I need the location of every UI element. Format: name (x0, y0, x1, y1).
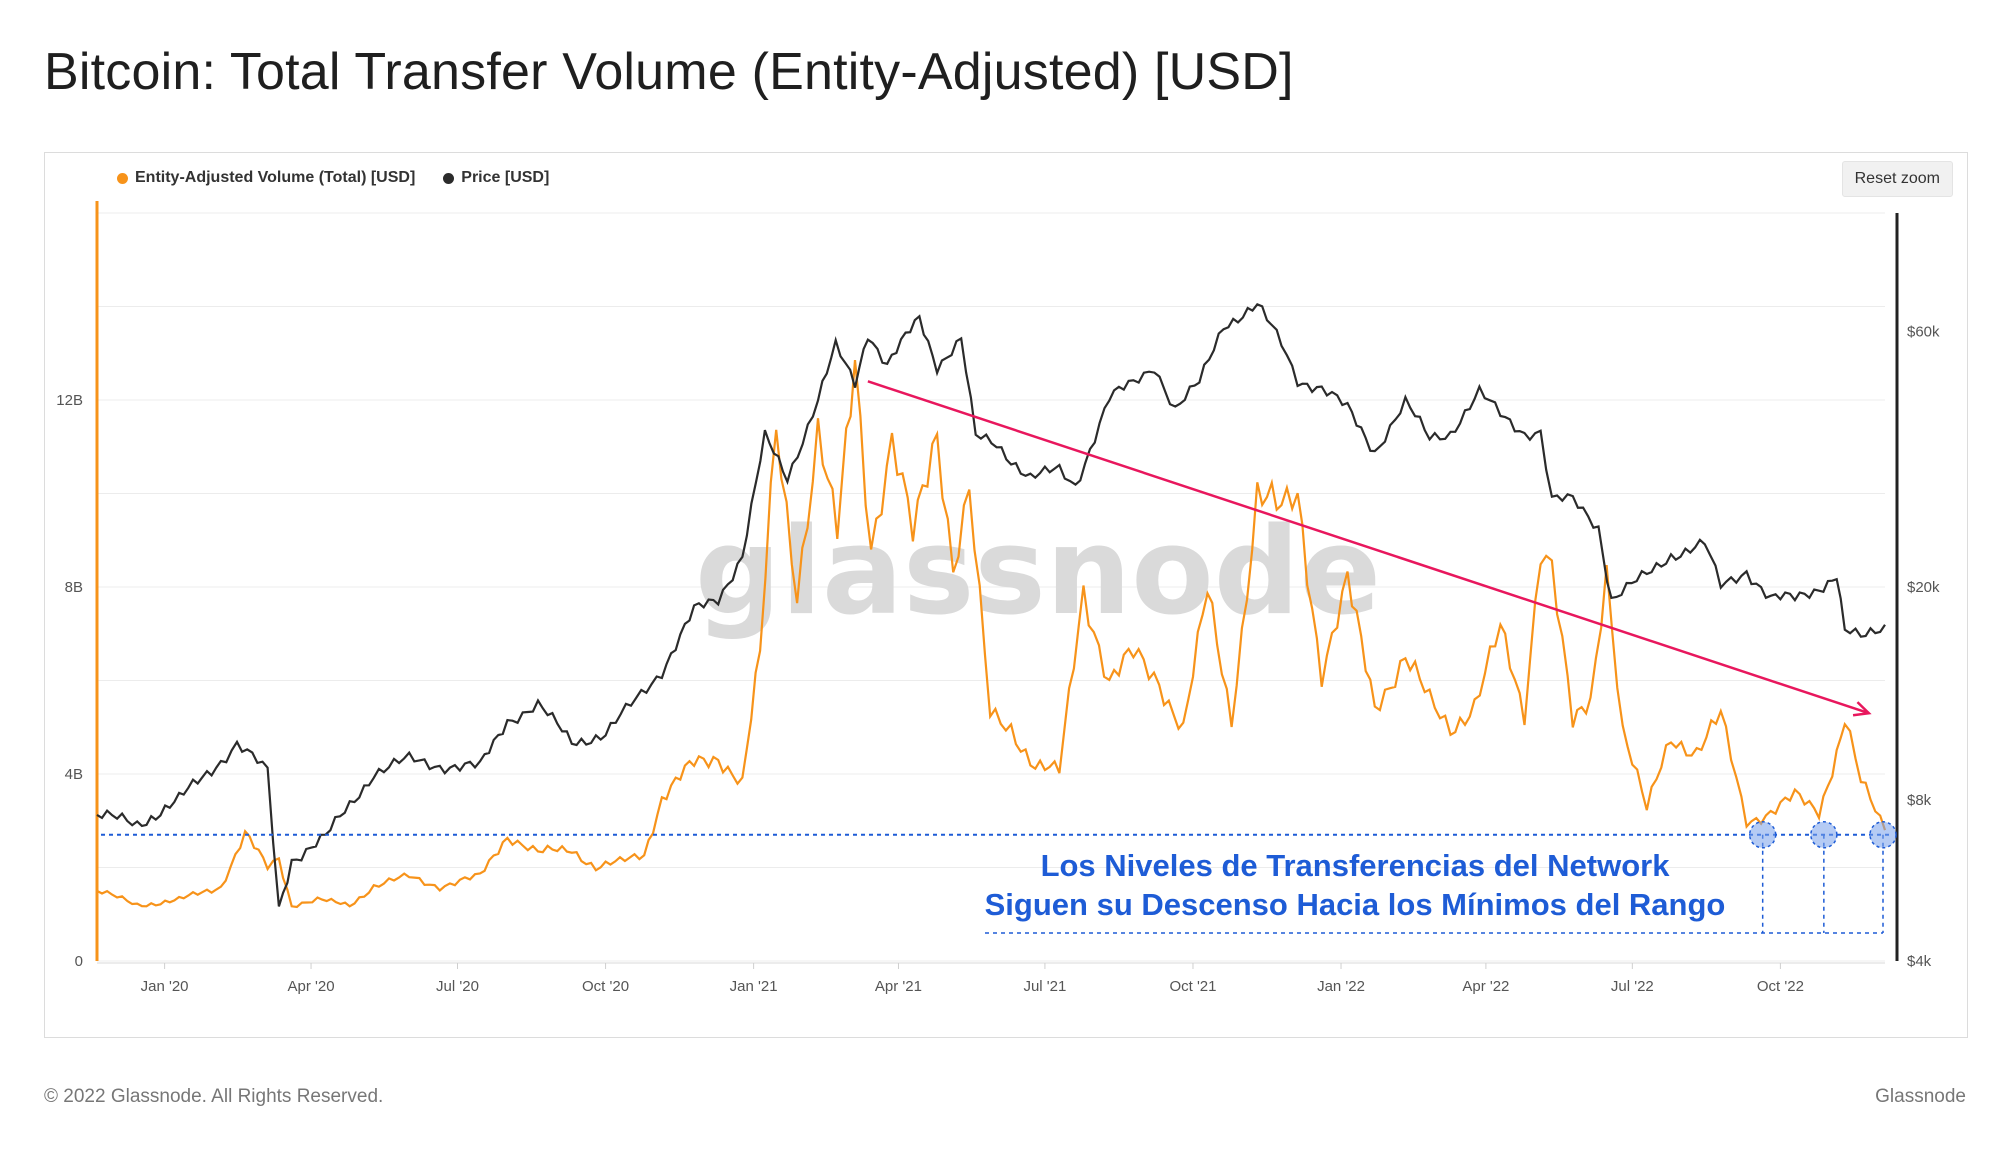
y-left-tick-label: 0 (75, 953, 83, 970)
chart-plot[interactable]: glassnode 0 4B 8B 12B $4k $8k $20k $60k Jan '20 A… (45, 153, 1967, 1037)
annotation-line-2: Siguen su Descenso Hacia los Mínimos del… (985, 887, 1726, 922)
trend-arrowhead (1852, 701, 1872, 717)
low-marker (1748, 821, 1777, 849)
y-right-tick-label: $8k (1907, 792, 1932, 809)
x-tick-label: Oct '22 (1757, 978, 1804, 995)
legend-item-volume[interactable]: Entity-Adjusted Volume (Total) [USD] (117, 169, 415, 187)
annotations (101, 380, 1897, 934)
series-line-price (96, 302, 1886, 907)
x-tick-label: Jan '21 (730, 978, 778, 995)
y-right-tick-label: $4k (1907, 953, 1932, 970)
x-tick-label: Jul '21 (1023, 978, 1066, 995)
watermark: glassnode (695, 503, 1381, 642)
x-tick-label: Apr '20 (288, 978, 335, 995)
footer-copyright: © 2022 Glassnode. All Rights Reserved. (44, 1086, 384, 1107)
x-tick-label: Jan '22 (1317, 978, 1365, 995)
series-line-volume (96, 359, 1887, 909)
x-tick-label: Jul '20 (436, 978, 479, 995)
x-tick-label: Apr '22 (1462, 978, 1509, 995)
chart-legend: Entity-Adjusted Volume (Total) [USD] Pri… (117, 169, 549, 187)
x-tick-label: Oct '21 (1169, 978, 1216, 995)
legend-label-price: Price [USD] (461, 169, 550, 186)
y-left-tick-label: 8B (65, 579, 83, 596)
y-left-tick-label: 4B (65, 766, 83, 783)
x-tick-label: Oct '20 (582, 978, 629, 995)
low-marker (1869, 821, 1897, 849)
x-tick-label: Jan '20 (141, 978, 189, 995)
chart-container[interactable]: Entity-Adjusted Volume (Total) [USD] Pri… (44, 152, 1968, 1038)
low-marker (1810, 821, 1838, 849)
footer-brand[interactable]: Glassnode (1875, 1086, 1966, 1107)
x-tick-label: Apr '21 (875, 978, 922, 995)
annotation-line-1: Los Niveles de Transferencias del Networ… (1041, 848, 1671, 883)
y-right-tick-label: $20k (1907, 579, 1940, 596)
y-right-tick-label: $60k (1907, 324, 1940, 341)
legend-dot-volume (117, 172, 128, 184)
legend-label-volume: Entity-Adjusted Volume (Total) [USD] (135, 169, 416, 186)
series (96, 302, 1887, 909)
legend-dot-price (443, 172, 455, 184)
x-tick-label: Jul '22 (1611, 978, 1654, 995)
axes: 0 4B 8B 12B $4k $8k $20k $60k Jan '20 Apr '20 Jul … (56, 201, 1940, 995)
legend-item-price[interactable]: Price [USD] (443, 169, 549, 187)
page-title: Bitcoin: Total Transfer Volume (Entity-A… (44, 43, 1294, 101)
trend-line (867, 380, 1870, 715)
grid-lines (97, 212, 1885, 962)
y-left-tick-label: 12B (56, 392, 83, 409)
reset-zoom-button[interactable]: Reset zoom (1841, 161, 1953, 197)
